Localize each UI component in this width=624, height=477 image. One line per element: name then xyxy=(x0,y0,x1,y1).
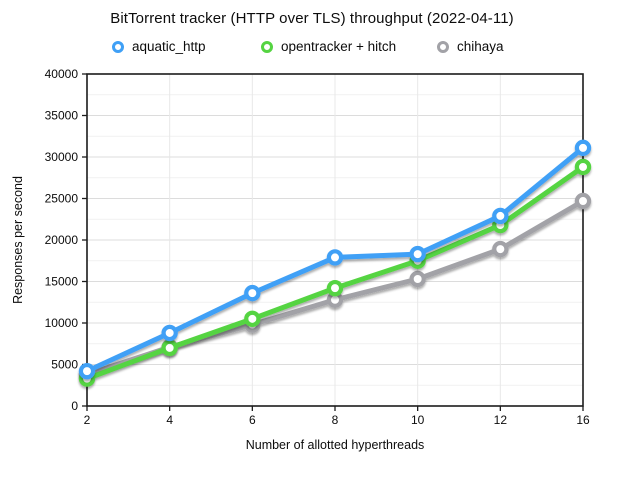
y-tick-label: 0 xyxy=(71,399,78,413)
legend-marker-icon xyxy=(261,40,273,53)
legend-item-opentracker-hitch: opentracker + hitch xyxy=(261,39,396,54)
legend-marker-icon xyxy=(112,40,124,53)
x-tick-label: 16 xyxy=(576,413,590,427)
gridlines xyxy=(87,74,583,406)
data-point xyxy=(326,279,344,297)
x-tick-label: 12 xyxy=(494,413,508,427)
legend-label: chihaya xyxy=(457,39,504,54)
data-point xyxy=(574,192,592,210)
legend-label: opentracker + hitch xyxy=(281,39,397,54)
chart-title: BitTorrent tracker (HTTP over TLS) throu… xyxy=(110,10,514,27)
x-tick-label: 2 xyxy=(84,413,91,427)
axis-tick-labels: 0 5000 10000 15000 20000 25000 30000 35000 40000… xyxy=(45,67,590,427)
axes xyxy=(82,73,584,411)
y-tick-label: 35000 xyxy=(45,109,79,123)
legend-label: aquatic_http xyxy=(132,39,206,54)
data-point xyxy=(161,339,178,357)
x-axis-title: Number of allotted hyperthreads xyxy=(245,438,425,452)
data-point xyxy=(409,245,426,263)
x-tick-label: 4 xyxy=(166,413,173,427)
series-opentracker-hitch xyxy=(78,158,592,387)
data-point xyxy=(574,158,592,176)
legend-marker-icon xyxy=(437,40,449,53)
data-point xyxy=(326,249,344,266)
data-point xyxy=(161,324,178,342)
x-tick-label: 10 xyxy=(411,413,425,427)
data-point xyxy=(78,362,96,380)
y-tick-label: 20000 xyxy=(45,233,79,247)
y-tick-label: 30000 xyxy=(45,150,79,164)
x-tick-label: 6 xyxy=(249,413,256,427)
data-series xyxy=(78,139,592,387)
y-tick-label: 5000 xyxy=(51,358,78,372)
x-tick-label: 8 xyxy=(332,413,339,427)
data-point xyxy=(244,284,261,302)
series-aquatic-http xyxy=(78,139,592,380)
legend-item-aquatic-http: aquatic_http xyxy=(112,39,206,54)
y-tick-label: 40000 xyxy=(45,67,79,81)
data-point xyxy=(244,310,261,328)
y-tick-label: 15000 xyxy=(45,275,79,289)
y-tick-label: 25000 xyxy=(45,192,79,206)
data-point xyxy=(574,139,592,157)
y-tick-label: 10000 xyxy=(45,316,79,330)
data-point xyxy=(492,240,509,258)
data-point xyxy=(492,207,509,225)
data-point xyxy=(409,270,426,288)
legend-item-chihaya: chihaya xyxy=(437,39,504,54)
